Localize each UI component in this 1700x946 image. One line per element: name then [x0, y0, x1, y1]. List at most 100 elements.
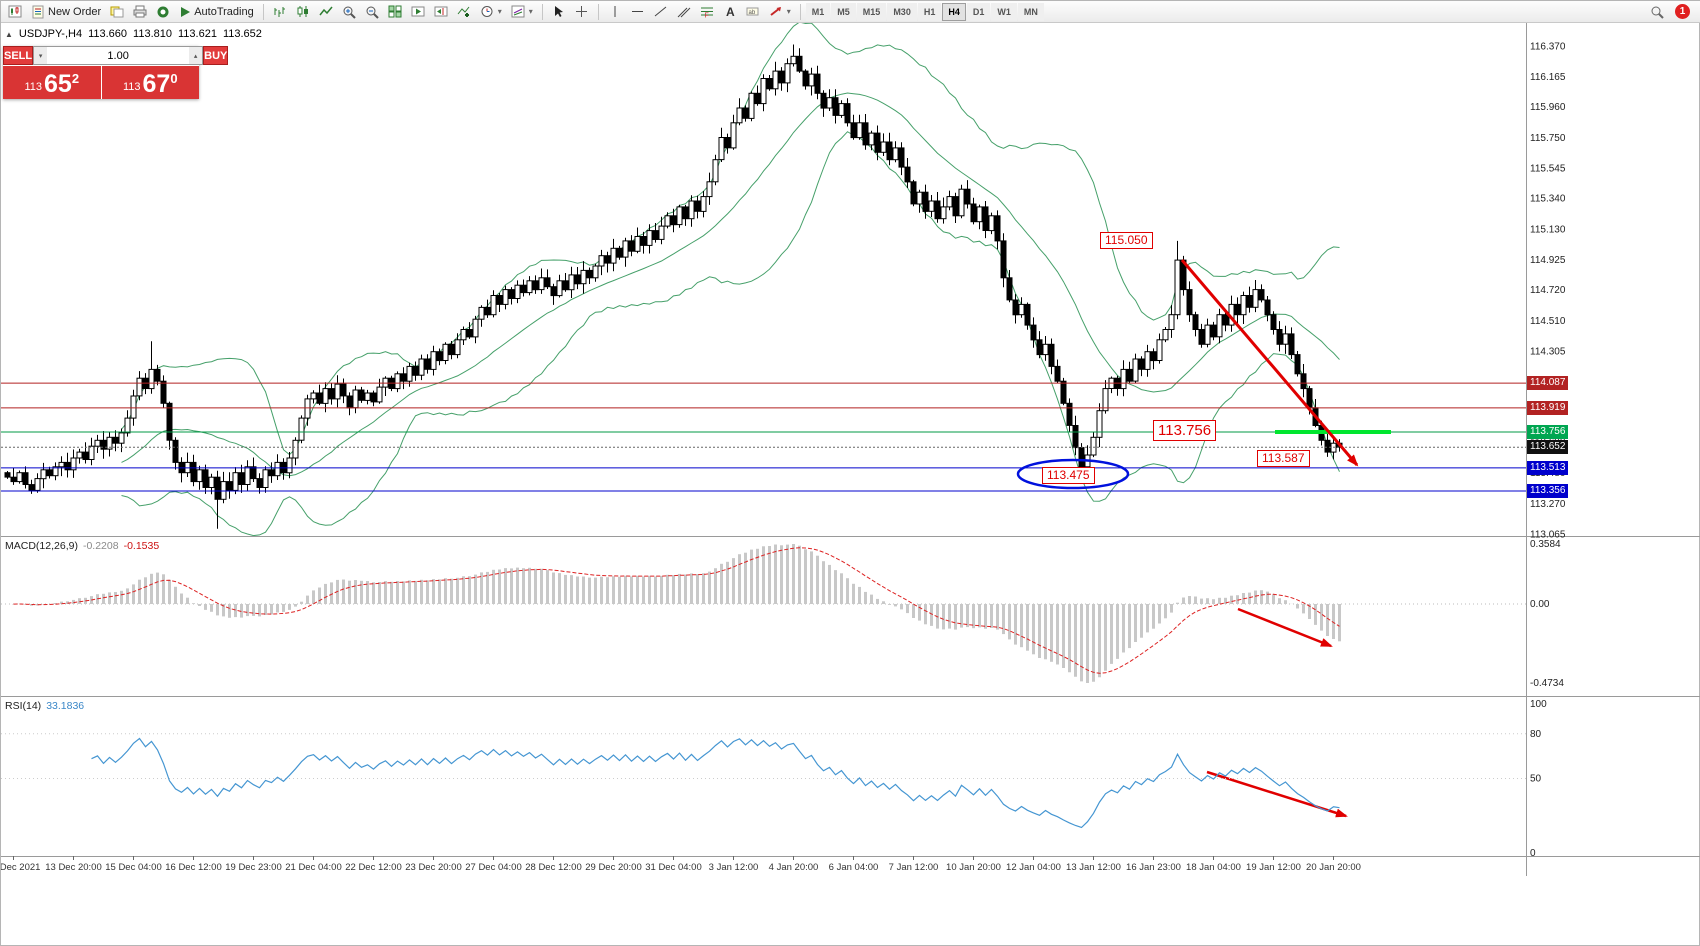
new-order-button[interactable]: New Order — [27, 2, 105, 22]
crosshair-button[interactable] — [571, 2, 593, 22]
timeframe-d1[interactable]: D1 — [966, 2, 991, 21]
text-button[interactable]: A — [719, 2, 741, 22]
chart-shift-button[interactable] — [430, 2, 452, 22]
sell-price[interactable]: 113 65 2 — [3, 66, 101, 99]
trendline-button[interactable] — [650, 2, 672, 22]
community-button[interactable] — [152, 2, 174, 22]
buy-price-prefix: 113 — [122, 81, 141, 93]
timeframe-h1[interactable]: H1 — [917, 2, 942, 21]
macd-value: -0.2208 — [82, 540, 119, 552]
one-click-trading-panel: SELL ▾ ▴ BUY 113 65 2 113 67 0 — [3, 46, 229, 99]
toolbar-separator — [799, 3, 801, 20]
vertical-line-button[interactable] — [604, 2, 626, 22]
sell-price-sup: 2 — [71, 71, 80, 86]
volume-increase-button[interactable]: ▴ — [189, 47, 203, 64]
fibonacci-button[interactable]: F — [696, 2, 718, 22]
annotation-113475[interactable]: 113.475 — [1042, 467, 1095, 484]
crosshair-icon — [576, 6, 588, 17]
buy-price[interactable]: 113 67 0 — [101, 66, 199, 99]
volume-decrease-button[interactable]: ▾ — [34, 47, 48, 64]
text-label-button[interactable]: ab — [742, 2, 764, 22]
timeframe-w1[interactable]: W1 — [991, 2, 1017, 21]
timeframe-h4[interactable]: H4 — [942, 2, 966, 21]
svg-text:29 Dec 20:00: 29 Dec 20:00 — [585, 862, 642, 873]
svg-text:3 Jan 12:00: 3 Jan 12:00 — [709, 862, 759, 873]
annotation-115050[interactable]: 115.050 — [1100, 232, 1153, 249]
ohlc-close: 113.652 — [222, 28, 262, 40]
svg-text:10 Dec 2021: 10 Dec 2021 — [1, 862, 40, 873]
collapse-icon[interactable]: ▲ — [5, 29, 13, 39]
svg-text:19 Dec 23:00: 19 Dec 23:00 — [225, 862, 282, 873]
svg-text:114.305: 114.305 — [1530, 346, 1566, 357]
clock-icon — [481, 6, 493, 17]
price-badge: 114.087 — [1527, 376, 1569, 390]
toolbar-separator — [597, 3, 599, 20]
svg-text:80: 80 — [1530, 729, 1542, 740]
symbol-period-label: USDJPY-,H4 — [18, 28, 83, 40]
svg-text:115.545: 115.545 — [1530, 163, 1566, 174]
annotation-113587[interactable]: 113.587 — [1257, 450, 1310, 467]
volume-input[interactable] — [47, 47, 190, 64]
svg-text:0.00: 0.00 — [1530, 599, 1550, 610]
svg-text:21 Dec 04:00: 21 Dec 04:00 — [285, 862, 342, 873]
sell-button[interactable]: SELL — [3, 46, 34, 65]
macd-signal-value: -0.1535 — [123, 540, 160, 552]
equidistant-channel-button[interactable] — [673, 2, 695, 22]
svg-text:ab: ab — [748, 10, 755, 16]
arrows-button[interactable]: ▾ — [765, 2, 795, 22]
svg-text:4 Jan 20:00: 4 Jan 20:00 — [769, 862, 819, 873]
auto-scroll-button[interactable] — [407, 2, 429, 22]
svg-text:16 Jan 23:00: 16 Jan 23:00 — [1126, 862, 1181, 873]
timeframe-m5[interactable]: M5 — [831, 2, 856, 21]
svg-text:113.065: 113.065 — [1530, 530, 1566, 541]
timeframe-m15[interactable]: M15 — [856, 2, 887, 21]
bar-chart-button[interactable] — [269, 2, 291, 22]
macd-header: MACD(12,26,9) -0.2208 -0.1535 — [5, 540, 159, 552]
templates-button[interactable]: ▾ — [507, 2, 537, 22]
svg-text:23 Dec 20:00: 23 Dec 20:00 — [405, 862, 462, 873]
main-toolbar: New Order AutoTrading ▾ ▾ F A ab ▾ M1 M5… — [1, 1, 1700, 23]
rsi-header: RSI(14) 33.1836 — [5, 700, 84, 712]
periods-button[interactable]: ▾ — [476, 2, 506, 22]
autotrading-button[interactable]: AutoTrading — [175, 2, 258, 22]
line-chart-button[interactable] — [315, 2, 337, 22]
svg-text:10 Jan 20:00: 10 Jan 20:00 — [946, 862, 1001, 873]
svg-text:A: A — [726, 5, 735, 18]
svg-text:27 Dec 04:00: 27 Dec 04:00 — [465, 862, 522, 873]
buy-price-main: 67 — [142, 70, 171, 98]
zoom-out-button[interactable] — [361, 2, 383, 22]
tile-windows-button[interactable] — [384, 2, 406, 22]
ohlc-open: 113.660 — [88, 28, 128, 40]
svg-text:12 Jan 04:00: 12 Jan 04:00 — [1006, 862, 1061, 873]
cursor-button[interactable] — [548, 2, 570, 22]
search-button[interactable] — [1646, 2, 1668, 22]
profiles-button[interactable] — [106, 2, 128, 22]
timeframe-m1[interactable]: M1 — [805, 2, 831, 21]
svg-text:115.750: 115.750 — [1530, 133, 1566, 144]
buy-price-sup: 0 — [170, 71, 178, 86]
print-button[interactable] — [129, 2, 151, 22]
svg-text:0.3584: 0.3584 — [1530, 539, 1561, 550]
chart-title-bar: ▲ USDJPY-,H4 113.660 113.810 113.621 113… — [5, 28, 262, 40]
annotation-113756[interactable]: 113.756 — [1153, 420, 1217, 441]
svg-text:116.370: 116.370 — [1530, 42, 1566, 53]
price-badge: 113.756 — [1527, 425, 1569, 439]
timeframe-mn[interactable]: MN — [1017, 2, 1044, 21]
indicators-button[interactable] — [453, 2, 475, 22]
svg-text:15 Dec 04:00: 15 Dec 04:00 — [105, 862, 162, 873]
timeframe-m30[interactable]: M30 — [887, 2, 917, 21]
horizontal-line-button[interactable] — [627, 2, 649, 22]
buy-button[interactable]: BUY — [203, 46, 229, 65]
svg-text:22 Dec 12:00: 22 Dec 12:00 — [345, 862, 402, 873]
notification-badge[interactable]: 1 — [1675, 4, 1690, 19]
candlestick-chart-button[interactable] — [292, 2, 314, 22]
new-chart-button[interactable] — [4, 2, 26, 22]
autotrading-play-icon — [181, 6, 191, 17]
svg-text:114.720: 114.720 — [1530, 285, 1566, 296]
volume-control: ▾ ▴ — [33, 46, 204, 65]
svg-text:6 Jan 04:00: 6 Jan 04:00 — [829, 862, 879, 873]
svg-text:114.510: 114.510 — [1530, 316, 1566, 327]
zoom-in-button[interactable] — [338, 2, 360, 22]
